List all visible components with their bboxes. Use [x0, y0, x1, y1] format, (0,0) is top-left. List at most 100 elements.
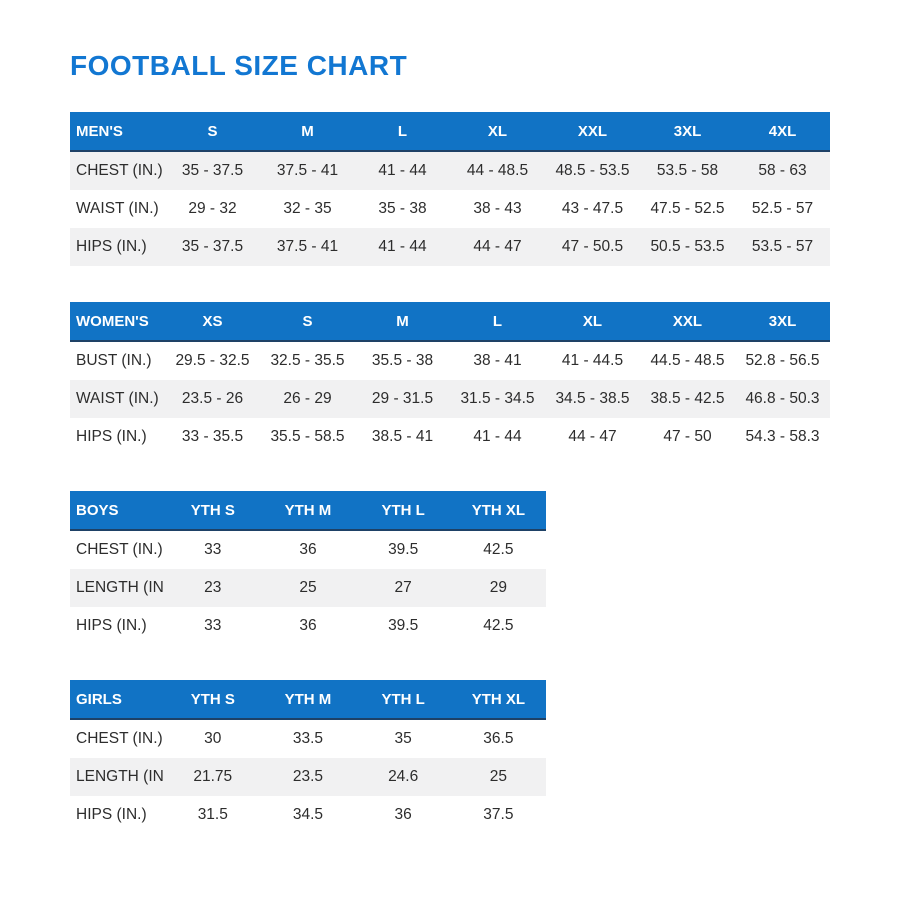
- measurement-value: 41 - 44: [355, 228, 450, 266]
- boys-measurement-row: CHEST (IN.) 33 36 39.5 42.5: [70, 530, 546, 569]
- mens-size-header-m: M: [260, 112, 355, 152]
- womens-size-header-l: L: [450, 302, 545, 342]
- womens-size-header-xxl: XXL: [640, 302, 735, 342]
- mens-size-header-xxl: XXL: [545, 112, 640, 152]
- measurement-label: HIPS (IN.): [70, 607, 166, 645]
- measurement-value: 37.5: [450, 796, 546, 834]
- girls-group-label: GIRLS: [70, 680, 166, 720]
- measurement-value: 26 - 29: [260, 380, 355, 418]
- mens-size-table: MEN'S S M L XL XXL 3XL 4XL CHEST (IN.) 35 - 37.5 3…: [70, 112, 830, 266]
- measurement-value: 44.5 - 48.5: [640, 341, 735, 380]
- girls-size-header-yth-s: YTH S: [165, 680, 261, 720]
- womens-size-header-s: S: [260, 302, 355, 342]
- measurement-value: 32.5 - 35.5: [260, 341, 355, 380]
- measurement-value: 23.5: [260, 758, 356, 796]
- womens-header-row: WOMEN'S XS S M L XL XXL 3XL: [70, 302, 830, 342]
- measurement-value: 37.5 - 41: [260, 151, 355, 190]
- womens-measurement-row: WAIST (IN.) 23.5 - 26 26 - 29 29 - 31.5 31.5…: [70, 380, 830, 418]
- measurement-value: 36: [260, 607, 356, 645]
- measurement-value: 35: [355, 719, 451, 758]
- measurement-value: 34.5 - 38.5: [545, 380, 640, 418]
- measurement-value: 42.5: [450, 530, 546, 569]
- measurement-value: 23.5 - 26: [165, 380, 260, 418]
- measurement-value: 38 - 41: [450, 341, 545, 380]
- girls-size-header-yth-xl: YTH XL: [450, 680, 546, 720]
- measurement-value: 44 - 47: [545, 418, 640, 456]
- womens-size-header-m: M: [355, 302, 450, 342]
- measurement-value: 38.5 - 42.5: [640, 380, 735, 418]
- measurement-value: 44 - 48.5: [450, 151, 545, 190]
- womens-group-label: WOMEN'S: [70, 302, 165, 342]
- measurement-value: 25: [450, 758, 546, 796]
- measurement-value: 21.75: [165, 758, 261, 796]
- measurement-value: 35.5 - 58.5: [260, 418, 355, 456]
- measurement-value: 41 - 44: [355, 151, 450, 190]
- mens-measurement-row: CHEST (IN.) 35 - 37.5 37.5 - 41 41 - 44 44 -…: [70, 151, 830, 190]
- measurement-label: WAIST (IN.): [70, 190, 165, 228]
- boys-size-table: BOYS YTH S YTH M YTH L YTH XL CHEST (IN.) 33 36…: [70, 491, 546, 645]
- measurement-value: 53.5 - 57: [735, 228, 830, 266]
- measurement-value: 32 - 35: [260, 190, 355, 228]
- measurement-value: 27: [355, 569, 451, 607]
- measurement-value: 35 - 37.5: [165, 228, 260, 266]
- girls-header-row: GIRLS YTH S YTH M YTH L YTH XL: [70, 680, 546, 720]
- mens-size-header-xl: XL: [450, 112, 545, 152]
- measurement-value: 38.5 - 41: [355, 418, 450, 456]
- girls-measurement-row: HIPS (IN.) 31.5 34.5 36 37.5: [70, 796, 546, 834]
- measurement-value: 47 - 50: [640, 418, 735, 456]
- girls-measurement-row: LENGTH (IN.) 21.75 23.5 24.6 25: [70, 758, 546, 796]
- measurement-value: 48.5 - 53.5: [545, 151, 640, 190]
- measurement-value: 35 - 37.5: [165, 151, 260, 190]
- page-title: FOOTBALL SIZE CHART: [70, 50, 408, 81]
- measurement-value: 47.5 - 52.5: [640, 190, 735, 228]
- boys-size-header-yth-s: YTH S: [165, 491, 261, 531]
- mens-size-header-3xl: 3XL: [640, 112, 735, 152]
- measurement-value: 24.6: [355, 758, 451, 796]
- measurement-value: 29.5 - 32.5: [165, 341, 260, 380]
- measurement-value: 33.5: [260, 719, 356, 758]
- measurement-value: 47 - 50.5: [545, 228, 640, 266]
- measurement-value: 41 - 44: [450, 418, 545, 456]
- mens-size-header-l: L: [355, 112, 450, 152]
- womens-size-header-3xl: 3XL: [735, 302, 830, 342]
- measurement-label: HIPS (IN.): [70, 418, 165, 456]
- mens-group-label: MEN'S: [70, 112, 165, 152]
- measurement-value: 36.5: [450, 719, 546, 758]
- measurement-value: 25: [260, 569, 356, 607]
- measurement-value: 29 - 31.5: [355, 380, 450, 418]
- mens-header-row: MEN'S S M L XL XXL 3XL 4XL: [70, 112, 830, 152]
- boys-size-header-yth-xl: YTH XL: [450, 491, 546, 531]
- measurement-value: 46.8 - 50.3: [735, 380, 830, 418]
- measurement-value: 33: [165, 530, 261, 569]
- girls-measurement-row: CHEST (IN.) 30 33.5 35 36.5: [70, 719, 546, 758]
- womens-size-header-xl: XL: [545, 302, 640, 342]
- measurement-value: 31.5: [165, 796, 261, 834]
- measurement-value: 35 - 38: [355, 190, 450, 228]
- boys-group-label: BOYS: [70, 491, 166, 531]
- measurement-label: CHEST (IN.): [70, 530, 166, 569]
- measurement-value: 44 - 47: [450, 228, 545, 266]
- measurement-value: 36: [355, 796, 451, 834]
- measurement-value: 43 - 47.5: [545, 190, 640, 228]
- measurement-value: 41 - 44.5: [545, 341, 640, 380]
- measurement-value: 29 - 32: [165, 190, 260, 228]
- mens-size-header-s: S: [165, 112, 260, 152]
- girls-size-header-yth-l: YTH L: [355, 680, 451, 720]
- boys-measurement-row: HIPS (IN.) 33 36 39.5 42.5: [70, 607, 546, 645]
- measurement-label: CHEST (IN.): [70, 719, 166, 758]
- measurement-value: 39.5: [355, 607, 451, 645]
- mens-measurement-row: HIPS (IN.) 35 - 37.5 37.5 - 41 41 - 44 44 - …: [70, 228, 830, 266]
- measurement-value: 36: [260, 530, 356, 569]
- measurement-value: 37.5 - 41: [260, 228, 355, 266]
- measurement-value: 54.3 - 58.3: [735, 418, 830, 456]
- measurement-value: 42.5: [450, 607, 546, 645]
- measurement-label: CHEST (IN.): [70, 151, 165, 190]
- measurement-label: HIPS (IN.): [70, 228, 165, 266]
- boys-size-header-yth-m: YTH M: [260, 491, 356, 531]
- measurement-value: 29: [450, 569, 546, 607]
- measurement-value: 38 - 43: [450, 190, 545, 228]
- measurement-value: 33 - 35.5: [165, 418, 260, 456]
- measurement-value: 23: [165, 569, 261, 607]
- boys-header-row: BOYS YTH S YTH M YTH L YTH XL: [70, 491, 546, 531]
- girls-size-header-yth-m: YTH M: [260, 680, 356, 720]
